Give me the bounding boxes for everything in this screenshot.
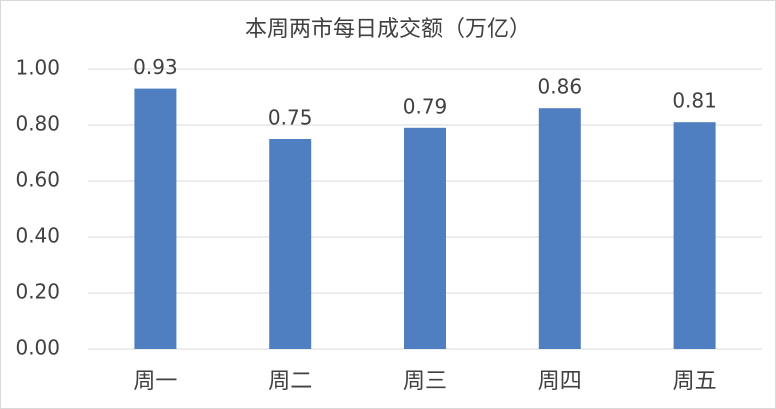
bar — [404, 127, 446, 349]
y-tick-label: 1.00 — [15, 56, 60, 80]
bar — [134, 88, 177, 349]
bar — [673, 122, 716, 349]
x-tick-label: 周五 — [673, 369, 717, 394]
y-tick-label: 0.80 — [15, 112, 60, 136]
y-tick-label: 0.60 — [15, 168, 60, 192]
value-label: 0.93 — [133, 55, 178, 79]
chart-title: 本周两市每日成交额（万亿） — [245, 17, 531, 42]
x-tick-label: 周四 — [538, 369, 582, 394]
value-label: 0.75 — [268, 106, 313, 130]
y-tick-label: 0.20 — [15, 280, 60, 304]
value-label: 0.79 — [403, 94, 448, 118]
value-label: 0.86 — [538, 75, 583, 99]
value-label: 0.81 — [672, 89, 717, 113]
x-tick-label: 周三 — [403, 369, 447, 394]
x-tick-label: 周一 — [133, 369, 177, 394]
x-tick-label: 周二 — [268, 369, 312, 394]
bar — [269, 139, 312, 349]
y-tick-label: 0.00 — [15, 336, 60, 360]
bar — [538, 108, 581, 349]
y-tick-label: 0.40 — [15, 224, 60, 248]
